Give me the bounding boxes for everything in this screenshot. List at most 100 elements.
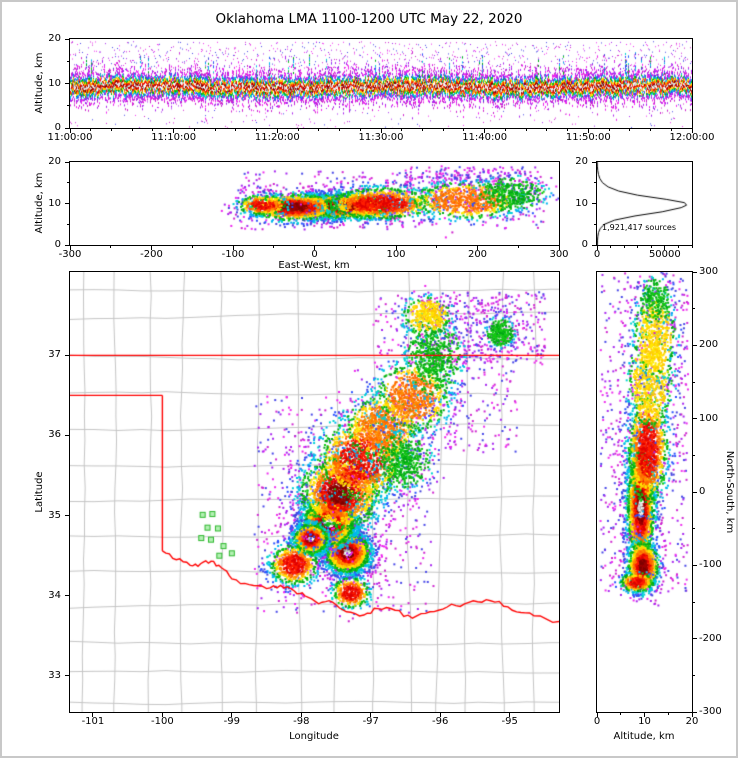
map-y-axis-label: Latitude [34, 471, 45, 513]
tick-mark [152, 129, 154, 131]
tick-mark [477, 246, 478, 250]
tick-mark [596, 713, 598, 717]
tick-mark [525, 129, 527, 131]
tick-mark [693, 491, 697, 493]
tick-label: 10 [48, 77, 61, 89]
tick-label: 20 [685, 716, 699, 727]
tick-mark [370, 713, 372, 717]
tick-mark [693, 308, 695, 310]
tick-mark [65, 161, 69, 163]
tick-mark [650, 246, 652, 248]
tick-label: -100 [699, 559, 722, 571]
figure-title: Oklahoma LMA 1100-1200 UTC May 22, 2020 [215, 11, 523, 27]
tick-label: 10 [48, 197, 61, 209]
tick-mark [693, 528, 695, 530]
tick-mark [691, 246, 693, 248]
tick-label: -300 [58, 249, 82, 260]
tick-mark [151, 246, 152, 250]
tick-label: 11:50:00 [565, 132, 611, 143]
tick-mark [318, 129, 320, 131]
east-west-height-panel [69, 161, 560, 246]
tick-mark [608, 129, 610, 131]
tick-label: 20 [575, 156, 588, 167]
tick-mark [131, 129, 133, 131]
tick-label: 0 [311, 249, 318, 260]
east-west-density-canvas [70, 162, 559, 245]
tick-mark [110, 246, 112, 248]
tick-label: -100 [151, 716, 174, 727]
tick-mark [90, 129, 92, 131]
tick-mark [693, 564, 697, 566]
tick-mark [693, 711, 697, 713]
time-height-density-canvas [70, 39, 692, 128]
tick-mark [546, 129, 548, 131]
tick-label: 12:00:00 [669, 132, 715, 143]
tick-mark [300, 713, 302, 717]
tick-label: 0 [699, 486, 706, 497]
tick-label: 11:20:00 [254, 132, 300, 143]
tick-mark [231, 713, 233, 717]
tick-mark [65, 38, 69, 40]
tick-label: 36 [48, 429, 61, 441]
tick-mark [65, 354, 69, 356]
tick-label: -95 [501, 716, 518, 727]
tick-label: 35 [48, 509, 61, 521]
tick-label: -100 [221, 249, 245, 260]
tick-mark [214, 129, 216, 131]
tick-label: 300 [699, 266, 719, 277]
tick-mark [256, 129, 258, 131]
tick-mark [69, 246, 71, 250]
tick-mark [395, 246, 397, 250]
total-sources-label: 1,921,417 sources [602, 223, 676, 232]
tick-mark [691, 713, 693, 717]
tick-label: 0 [54, 122, 61, 133]
tick-label: 10 [638, 716, 651, 727]
tick-mark [67, 105, 69, 107]
tick-label: -200 [140, 249, 163, 260]
tick-mark [664, 246, 666, 250]
north-south-density-canvas [597, 272, 692, 712]
tick-mark [644, 713, 645, 717]
tick-mark [670, 129, 672, 131]
map-x-axis-label: Longitude [289, 731, 339, 742]
tick-mark [484, 129, 486, 133]
tick-mark [273, 246, 275, 248]
tick-label: -98 [293, 716, 310, 727]
tick-label: 100 [699, 412, 719, 424]
tick-label: 11:10:00 [151, 132, 197, 143]
altitude-histogram-panel [596, 161, 693, 246]
tick-label: 0 [54, 239, 61, 250]
tick-mark [693, 381, 695, 383]
tick-mark [610, 246, 612, 248]
tick-mark [592, 244, 596, 246]
tick-mark [232, 246, 234, 250]
tick-mark [161, 713, 163, 717]
ew-height-x-axis-label: East-West, km [278, 260, 350, 271]
tick-label: -96 [432, 716, 449, 727]
tick-mark [65, 83, 69, 84]
tick-label: 11:30:00 [358, 132, 404, 143]
tick-mark [67, 223, 69, 225]
tick-mark [92, 713, 94, 717]
tick-mark [359, 129, 361, 131]
tick-mark [193, 129, 195, 131]
tick-mark [380, 129, 382, 133]
tick-mark [693, 418, 697, 420]
north-south-height-panel [596, 271, 693, 713]
tick-mark [463, 129, 465, 131]
tick-mark [65, 675, 69, 677]
tick-mark [620, 713, 622, 715]
tick-mark [596, 246, 598, 250]
tick-mark [623, 246, 625, 248]
tick-mark [339, 129, 341, 131]
tick-label: -200 [699, 632, 722, 644]
tick-label: 300 [549, 249, 569, 260]
tick-label: 200 [699, 339, 719, 351]
tick-label: -300 [699, 706, 722, 717]
tick-label: 11:00:00 [47, 132, 93, 143]
tick-mark [65, 515, 69, 517]
tick-label: -101 [81, 716, 105, 727]
tick-mark [629, 129, 631, 131]
tick-mark [354, 246, 356, 248]
